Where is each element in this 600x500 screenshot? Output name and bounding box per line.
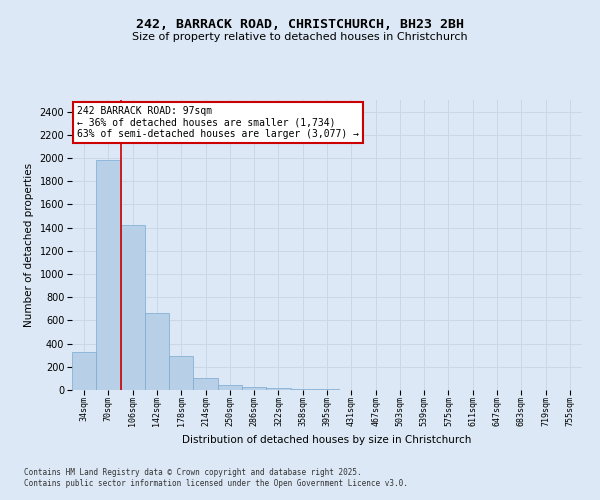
Text: Contains HM Land Registry data © Crown copyright and database right 2025.
Contai: Contains HM Land Registry data © Crown c…: [24, 468, 408, 487]
Bar: [145, 314, 169, 390]
Y-axis label: Number of detached properties: Number of detached properties: [24, 163, 34, 327]
Bar: [218, 386, 242, 390]
Bar: [169, 356, 193, 390]
Bar: [266, 388, 290, 390]
Text: 242 BARRACK ROAD: 97sqm
← 36% of detached houses are smaller (1,734)
63% of semi: 242 BARRACK ROAD: 97sqm ← 36% of detache…: [77, 106, 359, 139]
Bar: [96, 160, 121, 390]
Bar: [193, 378, 218, 390]
X-axis label: Distribution of detached houses by size in Christchurch: Distribution of detached houses by size …: [182, 434, 472, 444]
Bar: [121, 224, 145, 390]
Bar: [290, 389, 315, 390]
Bar: [72, 352, 96, 390]
Text: Size of property relative to detached houses in Christchurch: Size of property relative to detached ho…: [132, 32, 468, 42]
Bar: [242, 387, 266, 390]
Text: 242, BARRACK ROAD, CHRISTCHURCH, BH23 2BH: 242, BARRACK ROAD, CHRISTCHURCH, BH23 2B…: [136, 18, 464, 30]
